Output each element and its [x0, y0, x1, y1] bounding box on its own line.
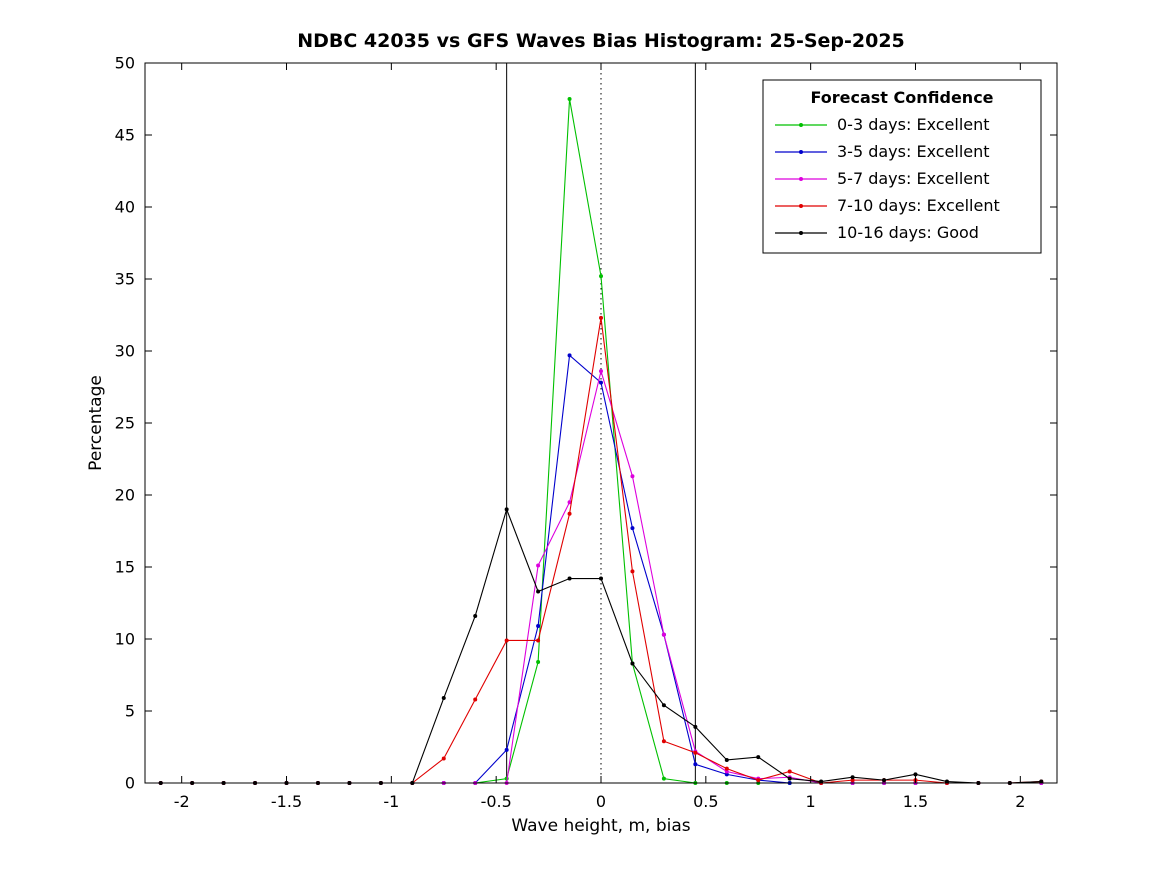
legend-sample-marker — [799, 177, 803, 181]
series-marker — [473, 613, 478, 618]
y-tick-label: 45 — [115, 126, 135, 145]
series-marker — [504, 638, 509, 643]
series-marker — [724, 772, 729, 777]
series-marker — [599, 576, 603, 581]
series-marker — [536, 563, 541, 568]
legend-sample-marker — [799, 204, 803, 208]
legend-sample-marker — [799, 231, 803, 235]
y-tick-label: 30 — [115, 342, 135, 361]
y-tick-label: 50 — [115, 54, 135, 73]
x-axis-label: Wave height, m, bias — [511, 816, 691, 836]
x-tick-label: 0 — [596, 792, 606, 811]
x-tick-label: -1.5 — [271, 792, 302, 811]
x-tick-label: 1.5 — [903, 792, 928, 811]
series-marker — [724, 769, 729, 774]
series-marker — [567, 511, 572, 516]
y-tick-label: 25 — [115, 414, 135, 433]
y-tick-label: 0 — [125, 774, 135, 793]
legend-entry-label: 3-5 days: Excellent — [837, 142, 990, 161]
series-marker — [599, 274, 603, 279]
legend-entry-label: 5-7 days: Excellent — [837, 169, 990, 188]
y-axis-label: Percentage — [86, 375, 106, 471]
x-tick-label: 1 — [806, 792, 816, 811]
legend-entry-label: 0-3 days: Excellent — [837, 115, 990, 134]
y-tick-label: 15 — [115, 558, 135, 577]
series-marker — [756, 778, 761, 783]
series-marker — [630, 474, 635, 479]
x-tick-label: 0.5 — [693, 792, 718, 811]
legend-box — [762, 79, 1042, 254]
series-marker — [787, 769, 792, 774]
y-tick-label: 35 — [115, 270, 135, 289]
series-marker — [504, 507, 509, 512]
series-marker — [630, 569, 635, 574]
legend-title: Forecast Confidence — [810, 88, 993, 107]
series-marker — [599, 380, 603, 385]
series-marker — [661, 776, 666, 781]
series-marker — [473, 697, 478, 702]
series-marker — [693, 762, 698, 767]
series-marker — [630, 661, 635, 666]
series-marker — [441, 756, 446, 761]
series-marker — [536, 589, 541, 594]
series-marker — [441, 696, 446, 701]
series-marker — [661, 632, 666, 637]
x-tick-label: -0.5 — [481, 792, 512, 811]
series-marker — [787, 776, 792, 781]
legend-sample-marker — [799, 150, 803, 154]
series-marker — [630, 526, 635, 531]
legend-entry-label: 10-16 days: Good — [837, 223, 979, 242]
series-marker — [567, 97, 572, 101]
x-tick-label: -2 — [174, 792, 190, 811]
series-marker — [850, 775, 855, 780]
y-tick-label: 40 — [115, 198, 135, 217]
legend-sample-marker — [799, 123, 803, 127]
series-marker — [536, 660, 541, 665]
series-marker — [661, 703, 666, 708]
series-marker — [567, 576, 572, 581]
series-marker — [567, 353, 572, 358]
series-marker — [913, 772, 918, 777]
series-line — [160, 507, 1042, 784]
y-tick-label: 20 — [115, 486, 135, 505]
series-marker — [724, 757, 729, 762]
chart-title: NDBC 42035 vs GFS Waves Bias Histogram: … — [297, 30, 905, 52]
series-marker — [756, 755, 761, 760]
series-marker — [882, 778, 887, 783]
series-marker — [599, 369, 603, 374]
series-marker — [693, 724, 698, 729]
y-tick-label: 5 — [125, 702, 135, 721]
series-marker — [536, 638, 541, 643]
legend-entry-label: 7-10 days: Excellent — [837, 196, 1000, 215]
series-marker — [724, 766, 729, 771]
y-tick-label: 10 — [115, 630, 135, 649]
x-tick-label: 2 — [1015, 792, 1025, 811]
series-marker — [850, 778, 855, 783]
series-marker — [693, 750, 698, 755]
series-marker — [536, 624, 541, 629]
series-marker — [599, 315, 603, 320]
series-marker — [661, 739, 666, 744]
x-tick-label: -1 — [383, 792, 399, 811]
series-marker — [504, 747, 509, 752]
series-marker — [567, 500, 572, 505]
